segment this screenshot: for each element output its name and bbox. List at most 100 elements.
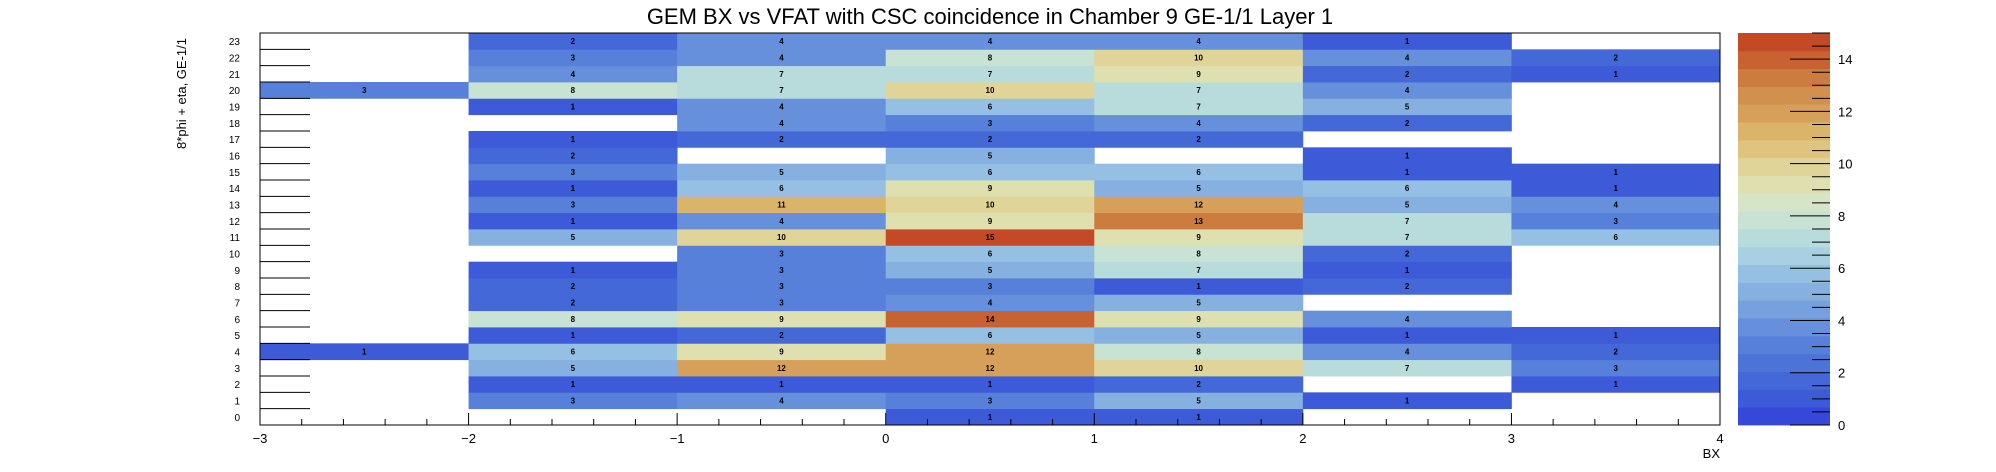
- palette-tick-label-7: 14: [1838, 52, 1852, 67]
- cell-label-6: 1: [1405, 397, 1410, 406]
- cell-label-109: 9: [1196, 70, 1201, 79]
- cell-label-68: 10: [986, 201, 995, 210]
- cell-label-83: 1: [1613, 168, 1618, 177]
- cell-label-39: 5: [1196, 299, 1201, 308]
- heatmap-cell-1: [1094, 408, 1304, 426]
- cell-label-36: 2: [571, 299, 576, 308]
- heatmap-cell-12: [468, 359, 678, 377]
- cell-label-63: 13: [1194, 217, 1203, 226]
- chart-title: GEM BX vs VFAT with CSC coincidence in C…: [647, 4, 1333, 29]
- heatmap-cell-72: [468, 180, 678, 197]
- heatmap-cell-36: [468, 294, 678, 312]
- cell-label-116: 4: [1405, 54, 1410, 63]
- heatmap-cell-114: [885, 49, 1095, 67]
- cell-label-106: 4: [571, 70, 576, 79]
- cell-label-84: 2: [571, 152, 576, 161]
- cell-label-19: 6: [571, 348, 576, 357]
- cell-label-102: 7: [779, 86, 784, 95]
- heatmap-cell-33: [885, 310, 1095, 328]
- heatmap-cell-54: [468, 229, 678, 246]
- cell-label-18: 1: [362, 348, 367, 357]
- color-palette: 0 2 4 6 8 10 12 14: [1738, 32, 1852, 433]
- heatmap-cell-90: [1094, 131, 1304, 148]
- cell-label-30: 1: [1613, 331, 1618, 340]
- heatmap-cell-113: [677, 49, 887, 67]
- heatmap-cell-62: [885, 212, 1095, 230]
- palette-swatch-15: [1738, 139, 1830, 159]
- cell-label-21: 12: [986, 348, 995, 357]
- cell-label-103: 10: [986, 86, 995, 95]
- heatmap-cell-65: [1511, 212, 1721, 230]
- y-tick-label-13: 13: [229, 201, 241, 212]
- palette-swatch-11: [1738, 211, 1830, 230]
- cell-label-92: 3: [988, 119, 993, 128]
- heatmap-cell-50: [677, 245, 887, 263]
- heatmap-cell-119: [677, 33, 887, 50]
- heatmap-cell-107: [677, 65, 887, 83]
- cell-label-58: 7: [1405, 233, 1410, 242]
- cell-label-38: 4: [988, 299, 993, 308]
- x-tick-label-6: 3: [1508, 431, 1515, 446]
- cell-label-105: 4: [1405, 86, 1410, 95]
- palette-tick-label-3: 6: [1838, 261, 1845, 276]
- heatmap-cell-96: [677, 98, 887, 116]
- y-tick-label-2: 2: [234, 380, 240, 391]
- heatmap-cell-102: [677, 82, 887, 99]
- cell-label-121: 4: [1196, 37, 1201, 46]
- heatmap-cell-37: [677, 294, 887, 312]
- cell-label-11: 1: [1613, 380, 1618, 389]
- palette-swatch-1: [1738, 389, 1830, 408]
- cell-label-33: 14: [986, 315, 995, 324]
- cell-label-64: 7: [1405, 217, 1410, 226]
- heatmap-cell-121: [1094, 33, 1304, 50]
- cell-label-81: 6: [1196, 168, 1201, 177]
- heatmap-cells: [260, 33, 1721, 426]
- heatmap-cell-89: [885, 131, 1095, 148]
- heatmap-cell-44: [1302, 278, 1512, 295]
- cell-label-67: 11: [777, 201, 786, 210]
- heatmap-cell-22: [1094, 343, 1304, 361]
- heatmap-cell-78: [468, 163, 678, 181]
- heatmap-cell-14: [885, 359, 1095, 377]
- palette-swatch-4: [1738, 335, 1830, 355]
- cell-label-60: 1: [571, 217, 576, 226]
- heatmap-cell-108: [885, 65, 1095, 83]
- palette-swatch-10: [1738, 229, 1830, 248]
- cell-label-65: 3: [1613, 217, 1618, 226]
- cell-label-12: 5: [571, 364, 576, 373]
- heatmap-cell-94: [1302, 114, 1512, 132]
- y-tick-label-23: 23: [229, 37, 241, 48]
- y-tick-label-15: 15: [229, 168, 241, 179]
- y-tick-label-14: 14: [229, 184, 241, 195]
- cell-label-28: 5: [1196, 331, 1201, 340]
- heatmap-cell-3: [677, 392, 887, 410]
- cell-label-111: 1: [1613, 70, 1618, 79]
- cell-label-29: 1: [1405, 331, 1410, 340]
- cell-label-112: 3: [571, 54, 576, 63]
- cell-label-49: 1: [1405, 266, 1410, 275]
- y-tick-label-1: 1: [234, 397, 240, 408]
- heatmap-cell-25: [468, 327, 678, 344]
- heatmap-cell-83: [1511, 163, 1721, 181]
- y-tick-label-21: 21: [229, 70, 241, 81]
- heatmap-cell-105: [1302, 82, 1512, 99]
- cell-label-122: 1: [1405, 37, 1410, 46]
- cell-label-88: 2: [779, 135, 784, 144]
- palette-swatch-5: [1738, 318, 1830, 337]
- heatmap-cell-71: [1511, 196, 1721, 214]
- palette-swatch-19: [1738, 68, 1830, 87]
- cell-label-117: 2: [1613, 54, 1618, 63]
- heatmap-cell-11: [1511, 376, 1721, 393]
- heatmap-cell-70: [1302, 196, 1512, 214]
- cell-label-59: 6: [1613, 233, 1618, 242]
- heatmap-cell-8: [677, 376, 887, 393]
- heatmap-cell-111: [1511, 65, 1721, 83]
- cell-label-43: 1: [1196, 282, 1201, 291]
- palette-swatch-17: [1738, 104, 1830, 123]
- heatmap-cell-21: [885, 343, 1095, 361]
- cell-label-110: 2: [1405, 70, 1410, 79]
- cell-label-20: 9: [779, 348, 784, 357]
- heatmap-cell-45: [468, 261, 678, 279]
- cell-label-94: 2: [1405, 119, 1410, 128]
- x-tick-label-7: 4: [1716, 431, 1723, 446]
